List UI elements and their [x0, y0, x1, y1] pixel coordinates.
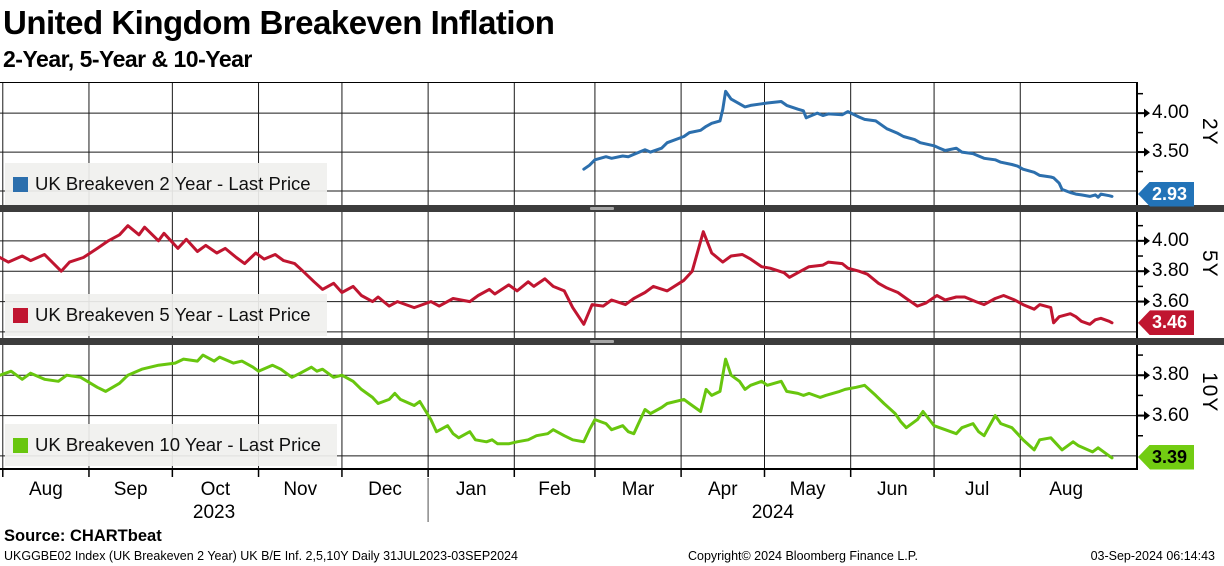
- x-axis-month-label: Jul: [965, 479, 990, 500]
- axis-tick-arrow-icon: [1144, 370, 1150, 380]
- panel-axis-title-10y: 10Y: [1198, 372, 1221, 413]
- x-axis-year-label: 2024: [751, 502, 794, 523]
- y-axis-tick-label: 3.60: [1152, 404, 1189, 426]
- axis-tick-arrow-icon: [1144, 297, 1150, 307]
- x-axis-month-label: Aug: [1049, 479, 1084, 500]
- series-line-2y: [582, 89, 1114, 199]
- right-axis-line: [1136, 82, 1138, 470]
- x-axis-month-label: May: [789, 479, 826, 500]
- footer-ticker-info: UKGGBE02 Index (UK Breakeven 2 Year) UK …: [4, 549, 518, 563]
- legend-swatch-5y-icon: [13, 307, 28, 323]
- x-axis-month-label: Sep: [113, 479, 148, 500]
- y-axis-tick-label: 3.80: [1152, 260, 1189, 282]
- panel-axis-title-5y: 5Y: [1198, 250, 1221, 278]
- x-axis-year-label: 2023: [192, 502, 236, 523]
- legend-2y[interactable]: UK Breakeven 2 Year - Last Price: [5, 163, 327, 205]
- y-axis-tick-label: 3.50: [1152, 141, 1189, 163]
- x-axis-month-label: Nov: [283, 479, 318, 500]
- panel-resize-handle[interactable]: [590, 340, 614, 343]
- axis-tick-arrow-icon: [1144, 147, 1150, 157]
- source-label: Source: CHARTbeat: [4, 527, 162, 545]
- page-subtitle: 2-Year, 5-Year & 10-Year: [3, 46, 252, 72]
- y-axis-tick-label: 3.60: [1152, 290, 1189, 312]
- panel-axis-title-2y: 2Y: [1198, 118, 1221, 146]
- legend-label-2y: UK Breakeven 2 Year - Last Price: [35, 173, 311, 194]
- legend-swatch-10y-icon: [13, 437, 28, 453]
- x-axis-month-label: Apr: [708, 479, 738, 500]
- last-price-badge-5y[interactable]: 3.46: [1138, 310, 1195, 336]
- x-axis-month-label: Dec: [368, 479, 402, 500]
- x-axis-month-label: Mar: [621, 479, 655, 500]
- axis-tick-arrow-icon: [1144, 411, 1150, 421]
- legend-10y[interactable]: UK Breakeven 10 Year - Last Price: [5, 424, 337, 466]
- y-axis-tick-label: 3.80: [1152, 364, 1189, 386]
- axis-tick-arrow-icon: [1144, 266, 1150, 276]
- bottom-axis-line: [0, 468, 1136, 470]
- legend-label-5y: UK Breakeven 5 Year - Last Price: [35, 304, 311, 325]
- legend-5y[interactable]: UK Breakeven 5 Year - Last Price: [5, 294, 327, 336]
- panel-separator-2: [0, 338, 1224, 345]
- legend-swatch-2y-icon: [13, 176, 28, 192]
- last-price-badge-10y[interactable]: 3.39: [1138, 444, 1195, 470]
- x-axis-month-label: Oct: [200, 479, 231, 500]
- last-price-badge-2y[interactable]: 2.93: [1138, 181, 1195, 207]
- footer-timestamp: 03-Sep-2024 06:14:43: [1090, 549, 1215, 563]
- axis-tick-arrow-icon: [1144, 236, 1150, 246]
- footer-copyright: Copyright© 2024 Bloomberg Finance L.P.: [688, 549, 918, 563]
- page-title: United Kingdom Breakeven Inflation: [3, 4, 555, 41]
- x-axis-month-label: Jun: [877, 479, 908, 500]
- x-axis-month-label: Aug: [28, 479, 63, 500]
- legend-label-10y: UK Breakeven 10 Year - Last Price: [35, 434, 321, 455]
- plot-top-border: [0, 82, 1136, 83]
- panel-separator-1: [0, 205, 1224, 212]
- axis-tick-arrow-icon: [1144, 108, 1150, 118]
- panel-resize-handle[interactable]: [590, 207, 614, 210]
- x-axis-month-label: Jan: [455, 479, 487, 500]
- x-axis-month-label: Feb: [538, 479, 571, 500]
- y-axis-tick-label: 4.00: [1152, 229, 1189, 251]
- y-axis-tick-label: 4.00: [1152, 102, 1189, 124]
